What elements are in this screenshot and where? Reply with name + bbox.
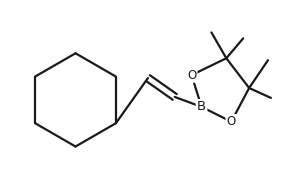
Text: O: O: [187, 69, 196, 82]
Text: B: B: [197, 100, 206, 113]
Text: O: O: [227, 115, 236, 128]
